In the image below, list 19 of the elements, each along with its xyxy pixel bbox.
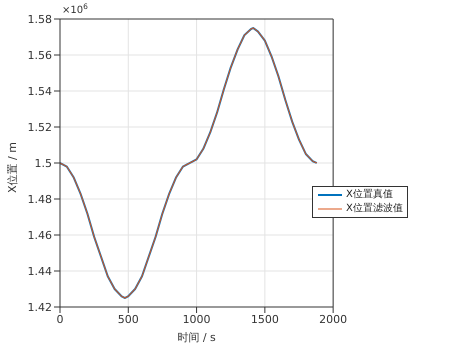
y-tick-label: 1.56 bbox=[28, 48, 52, 62]
x-tick-label: 0 bbox=[56, 312, 64, 326]
x-tick-label: 1500 bbox=[250, 312, 279, 326]
legend-label: X位置滤波值 bbox=[346, 202, 403, 216]
y-tick-label: 1.44 bbox=[28, 264, 52, 278]
y-tick-label: 1.54 bbox=[28, 84, 52, 98]
y-tick-label: 1.42 bbox=[28, 300, 52, 314]
x-tick-label: 1000 bbox=[182, 312, 211, 326]
y-axis-title: X位置 / m bbox=[6, 142, 19, 193]
y-tick-label: 1.58 bbox=[28, 12, 52, 26]
y-tick-label: 1.52 bbox=[28, 120, 52, 134]
y-tick-label: 1.5 bbox=[34, 156, 52, 170]
y-tick-label: 1.46 bbox=[28, 228, 52, 242]
y-tick-label: 1.48 bbox=[28, 192, 52, 206]
x-axis-title: 时间 / s bbox=[177, 331, 216, 344]
legend-label: X位置真值 bbox=[346, 188, 393, 202]
text: ×10$^{6}$ bbox=[62, 2, 88, 16]
x-tick-label: 500 bbox=[118, 312, 139, 326]
x-tick-label: 2000 bbox=[319, 312, 348, 326]
